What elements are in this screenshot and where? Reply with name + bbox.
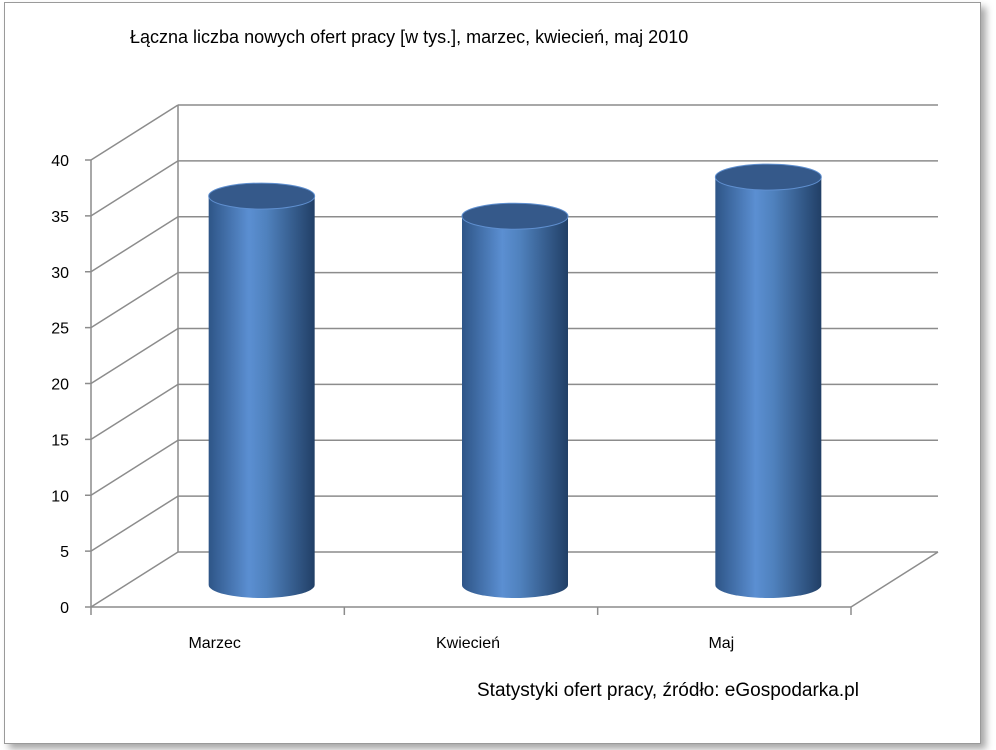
- y-tick-label: 20: [51, 377, 69, 394]
- bar-top: [208, 182, 316, 210]
- y-tick-label: 35: [51, 209, 69, 226]
- y-tick-label: 5: [60, 544, 69, 561]
- y-tick-label: 10: [51, 488, 69, 505]
- y-tick-label: 25: [51, 321, 69, 338]
- bar-kwiecień: [461, 202, 569, 598]
- bar-body: [462, 216, 568, 598]
- gridline-side: [90, 439, 179, 496]
- source-note: Statystyki ofert pracy, źródło: eGospoda…: [477, 680, 859, 701]
- bar-body: [208, 196, 315, 598]
- y-tick-label: 40: [51, 153, 69, 170]
- chart-title: Łączna liczba nowych ofert pracy [w tys.…: [130, 27, 689, 47]
- bar-top: [461, 202, 569, 230]
- gridline-side: [90, 495, 179, 552]
- gridline-side: [90, 216, 179, 273]
- gridline-side: [90, 327, 179, 385]
- floor-right-edge: [850, 551, 939, 608]
- x-tick-label: Maj: [708, 635, 734, 652]
- bar-top: [714, 163, 822, 191]
- gridline-side: [90, 104, 179, 161]
- bar-body: [715, 177, 822, 598]
- bar-maj: [714, 163, 822, 598]
- gridline-side: [90, 160, 179, 217]
- y-tick-label: 15: [51, 432, 69, 449]
- gridline-side: [90, 383, 179, 441]
- x-tick-label: Kwiecień: [436, 635, 500, 652]
- x-tick-label: Marzec: [188, 635, 240, 652]
- y-tick-label: 30: [51, 265, 69, 282]
- gridline-side: [90, 271, 179, 329]
- y-tick-label: 0: [60, 600, 69, 617]
- gridline-side: [90, 551, 179, 608]
- bar-marzec: [208, 182, 316, 598]
